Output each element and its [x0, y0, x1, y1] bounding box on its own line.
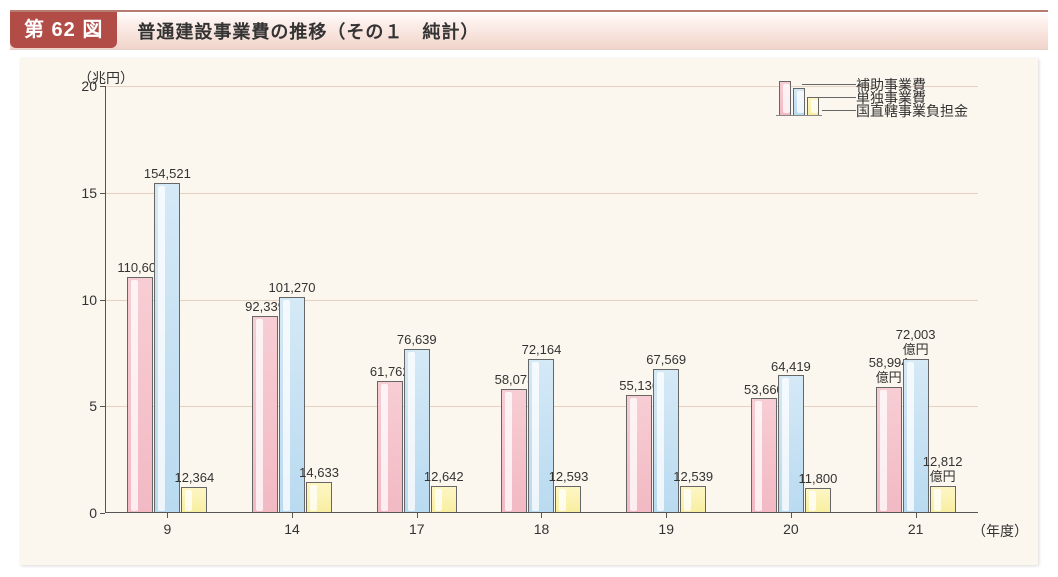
bar-group: 92,339101,27014,63314: [230, 86, 355, 513]
x-tick-mark: [541, 513, 542, 518]
bar-tandoku: 72,164: [528, 359, 554, 513]
y-tick-mark: [100, 86, 105, 87]
legend: 補助事業費 単独事業費 国直轄事業負担金: [776, 78, 968, 118]
y-tick-mark: [100, 300, 105, 301]
bar-hojo: 53,660: [751, 398, 777, 513]
bar-tandoku: 64,419: [778, 375, 804, 513]
bar-value-label: 101,270: [269, 281, 316, 296]
x-axis-label: （年度）: [972, 521, 1028, 541]
bar-group-bars: 110,607154,52112,364: [105, 183, 230, 513]
x-tick-mark: [666, 513, 667, 518]
bar-value-label: 12,642: [424, 470, 464, 485]
chart-panel: （兆円） （年度） 110,607154,52112,364992,339101…: [20, 58, 1038, 565]
bar-group-bars: 58,994億円72,003億円12,812億円: [853, 359, 978, 513]
bar-kuni: 12,364: [181, 487, 207, 513]
bar-hojo: 58,073: [501, 389, 527, 513]
bar-hojo: 92,339: [252, 316, 278, 513]
legend-label-kuni: 国直轄事業負担金: [856, 105, 968, 118]
bar-tandoku: 67,569: [653, 369, 679, 513]
bar-kuni: 12,593: [555, 486, 581, 513]
bar-group: 58,07372,16412,59318: [479, 86, 604, 513]
bar-kuni: 14,633: [306, 482, 332, 513]
y-tick-mark: [100, 406, 105, 407]
x-tick-mark: [417, 513, 418, 518]
bar-value-label: 12,812億円: [923, 455, 963, 485]
bar-group: 110,607154,52112,3649: [105, 86, 230, 513]
y-tick-mark: [100, 513, 105, 514]
x-tick-mark: [916, 513, 917, 518]
x-axis-line: [105, 512, 978, 513]
bar-value-label: 12,364: [174, 471, 214, 486]
bar-value-label: 72,003億円: [896, 328, 936, 358]
bar-group-bars: 61,76276,63912,642: [354, 349, 479, 513]
y-tick-label: 15: [67, 185, 97, 201]
bar-hojo: 110,607: [127, 277, 153, 513]
x-tick-mark: [791, 513, 792, 518]
legend-swatches: [776, 81, 822, 116]
bar-kuni: 12,539: [680, 486, 706, 513]
legend-connector-lines: [822, 78, 856, 118]
y-tick-label: 0: [67, 505, 97, 521]
figure-title: 普通建設事業費の推移（その１ 純計）: [137, 18, 479, 44]
bar-group: 53,66064,41911,80020: [729, 86, 854, 513]
bar-value-label: 64,419: [771, 360, 811, 375]
legend-swatch-tandoku: [793, 88, 805, 115]
legend-swatch-kuni: [807, 97, 819, 115]
bar-value-label: 14,633: [299, 466, 339, 481]
y-tick-label: 20: [67, 78, 97, 94]
y-tick-label: 5: [67, 398, 97, 414]
y-tick-label: 10: [67, 292, 97, 308]
y-axis-line: [105, 86, 106, 513]
x-tick-mark: [292, 513, 293, 518]
bar-tandoku: 76,639: [404, 349, 430, 513]
bar-group-bars: 55,13667,56912,539: [604, 369, 729, 513]
bar-hojo: 61,762: [377, 381, 403, 513]
legend-labels: 補助事業費 単独事業費 国直轄事業負担金: [856, 79, 968, 118]
bar-value-label: 11,800: [799, 472, 838, 487]
bar-value-label: 12,539: [673, 470, 713, 485]
y-tick-mark: [100, 193, 105, 194]
bar-group: 58,994億円72,003億円12,812億円21: [853, 86, 978, 513]
bar-tandoku: 72,003億円: [903, 359, 929, 513]
bar-value-label: 76,639: [397, 333, 437, 348]
bar-kuni: 12,642: [431, 486, 457, 513]
x-tick-mark: [167, 513, 168, 518]
title-bar: 第 62 図 普通建設事業費の推移（その１ 純計）: [10, 10, 1048, 50]
bar-group-bars: 53,66064,41911,800: [729, 375, 854, 513]
bar-hojo: 55,136: [626, 395, 652, 513]
figure-number-badge: 第 62 図: [10, 12, 117, 48]
bar-group-bars: 58,07372,16412,593: [479, 359, 604, 513]
bar-group-bars: 92,339101,27014,633: [230, 297, 355, 513]
bar-value-label: 72,164: [522, 343, 562, 358]
bar-value-label: 67,569: [646, 353, 686, 368]
bar-value-label: 12,593: [549, 470, 589, 485]
bar-tandoku: 154,521: [154, 183, 180, 513]
bar-group: 55,13667,56912,53919: [604, 86, 729, 513]
bar-kuni: 11,800: [805, 488, 831, 513]
legend-swatch-hojo: [779, 81, 791, 115]
bar-hojo: 58,994億円: [876, 387, 902, 513]
bar-kuni: 12,812億円: [930, 486, 956, 513]
plot-area: 110,607154,52112,364992,339101,27014,633…: [105, 86, 978, 513]
bar-value-label: 154,521: [144, 167, 191, 182]
bar-group: 61,76276,63912,64217: [354, 86, 479, 513]
